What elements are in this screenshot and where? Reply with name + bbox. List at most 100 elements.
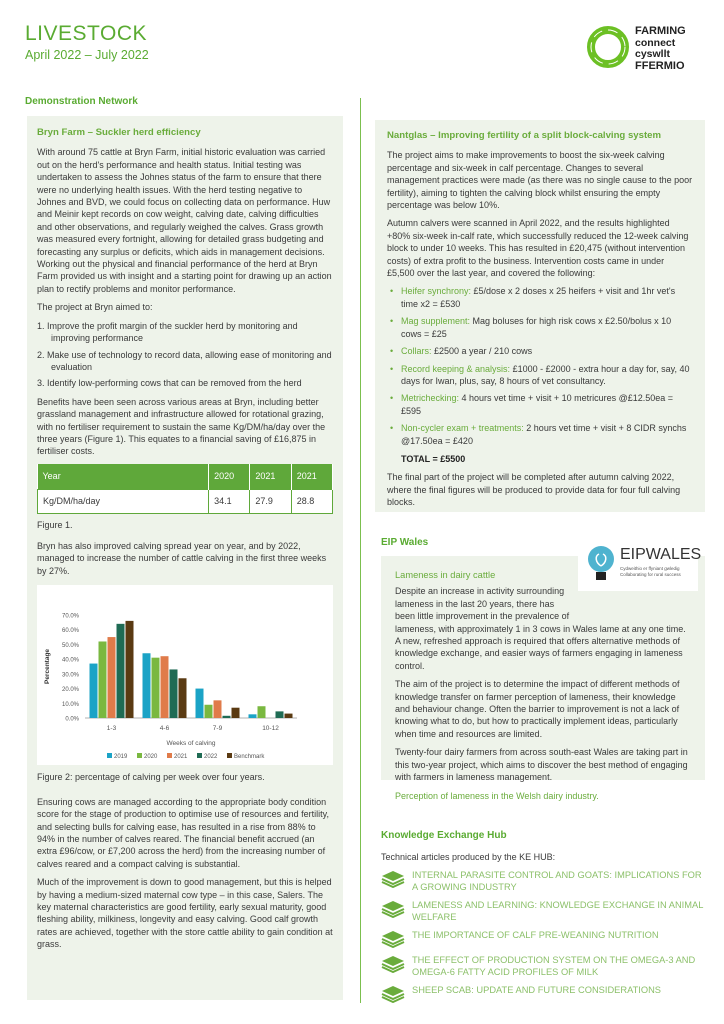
cost-value: Mag boluses for high risk cows x £2.50/b… <box>401 316 672 339</box>
y-tick-label: 60.0% <box>62 628 80 634</box>
cost-label: Mag supplement: <box>401 316 471 327</box>
ke-articles: Internal parasite control and goats: imp… <box>381 869 705 1009</box>
table-header: 2020 <box>208 463 251 490</box>
list-item: 2. Make use of technology to record data… <box>37 349 332 372</box>
table-cell: 27.9 <box>249 489 292 514</box>
cost-label: Metrichecking: <box>401 393 460 404</box>
cost-label: Heifer synchrony: <box>401 286 472 297</box>
cost-item: Non-cycler exam + treatments: 2 hours ve… <box>387 422 693 447</box>
section-heading: Knowledge Exchange Hub <box>381 830 507 841</box>
paragraph: Twenty-four dairy farmers from across so… <box>395 747 688 783</box>
figure-caption: Figure 2: percentage of calving per week… <box>37 772 265 783</box>
total: TOTAL = £5500 <box>401 453 466 464</box>
cost-value: £1000 - £2000 - extra hour a day for, sa… <box>401 363 690 386</box>
paragraph: Bryn has also improved calving spread ye… <box>37 541 327 576</box>
bar-2020-1-3 <box>98 641 107 719</box>
eip-panel: Lameness in dairy cattle Despite an incr… <box>381 556 705 801</box>
bar-2021-4-6 <box>160 656 169 719</box>
layers-icon <box>381 931 405 948</box>
logo-line: FARMING <box>635 25 686 37</box>
legend-swatch <box>197 753 202 759</box>
table-header: 2021 <box>249 463 292 490</box>
bar-2019-4-6 <box>142 653 151 719</box>
y-tick-label: 20.0% <box>62 687 80 693</box>
bar-2020-10-12 <box>257 706 266 719</box>
grass-table: Year 2020 2021 2021 Kg/DM/ha/day 34.1 27.9 28.… <box>36 463 334 514</box>
paragraph: Autumn calvers were scanned in April 202… <box>387 218 689 279</box>
y-axis-label: Percentage <box>44 649 51 684</box>
article-title: Lameness in dairy cattle <box>395 570 496 580</box>
y-tick-label: 0.0% <box>65 717 79 723</box>
ke-article-title: Internal parasite control and goats: imp… <box>412 870 702 892</box>
date-range: April 2022 – July 2022 <box>25 48 149 62</box>
ke-article-link[interactable]: Internal parasite control and goats: imp… <box>381 869 705 893</box>
paragraph: Benefits have been seen across various a… <box>37 396 326 457</box>
layers-icon <box>381 956 405 973</box>
bar-Benchmark-1-3 <box>125 621 134 719</box>
bar-2022-7-9 <box>222 716 231 719</box>
list-item: 3. Identify low-performing cows that can… <box>37 378 302 389</box>
logo-line: FFERMIO <box>635 59 685 72</box>
x-tick-label: 1-3 <box>107 725 117 732</box>
cost-item: Mag supplement: Mag boluses for high ris… <box>387 315 693 340</box>
farming-connect-logo: FARMING connect cyswllt FFERMIO <box>585 22 715 82</box>
tagline: Cydweithio er ffyniant gwledig <box>620 566 680 571</box>
table-cell: 28.8 <box>290 489 334 514</box>
column-divider <box>360 98 361 1003</box>
figure-caption: Figure 1. <box>37 519 73 530</box>
bar-Benchmark-4-6 <box>178 678 187 719</box>
paragraph: The project aims to make improvements to… <box>387 150 693 211</box>
table-header: Year <box>37 463 210 490</box>
ke-article-title: Lameness and learning: knowledge exchang… <box>412 900 704 922</box>
y-tick-label: 10.0% <box>62 702 80 708</box>
article-link[interactable]: Perception of lameness in the Welsh dair… <box>395 790 599 801</box>
aims-list: 1. Improve the profit margin of the suck… <box>37 320 333 390</box>
legend-swatch <box>227 753 232 759</box>
cost-list: Heifer synchrony: £5/dose x 2 doses x 25… <box>387 285 693 446</box>
legend-label: 2022 <box>204 754 218 760</box>
calving-chart: 0.0% 10.0% 20.0% 30.0% 40.0% 50.0% 60.0% 70.0% 1… <box>37 585 333 766</box>
ke-article-title: Sheep scab: update and future considerat… <box>412 985 661 995</box>
table-cell: 34.1 <box>208 489 251 514</box>
section-heading: Demonstration Network <box>25 96 138 107</box>
bryn-farm-panel: Bryn Farm – Suckler herd efficiency With… <box>27 116 343 1000</box>
ke-article-link[interactable]: Lameness and learning: knowledge exchang… <box>381 899 705 923</box>
bar-2019-1-3 <box>89 663 98 719</box>
article-title: Bryn Farm – Suckler herd efficiency <box>37 127 201 138</box>
legend-label: Benchmark <box>234 754 265 760</box>
paragraph: Ensuring cows are managed according to t… <box>37 796 329 869</box>
ring-logo-icon <box>587 26 629 68</box>
bar-2021-7-9 <box>213 700 222 719</box>
cost-value: £5/dose x 2 doses x 25 heifers + visit a… <box>401 286 676 309</box>
legend-label: 2021 <box>174 754 188 760</box>
ke-article-link[interactable]: Sheep scab: update and future considerat… <box>381 984 705 1003</box>
logo-line: cyswllt <box>635 48 671 60</box>
legend-label: 2019 <box>114 754 128 760</box>
page-title: LIVESTOCK <box>25 22 147 45</box>
tagline: Collaborating for rural success <box>620 572 681 577</box>
paragraph: The aim of the project is to determine t… <box>395 679 680 739</box>
cost-item: Record keeping & analysis: £1000 - £2000… <box>387 363 693 388</box>
cost-label: Non-cycler exam + treatments: <box>401 423 524 434</box>
bar-2020-7-9 <box>204 705 213 719</box>
ke-article-link[interactable]: The importance of calf pre-weaning nutri… <box>381 929 705 948</box>
ke-article-link[interactable]: The effect of production system on the o… <box>381 954 705 978</box>
layers-icon <box>381 871 405 888</box>
bar-2019-7-9 <box>195 688 204 719</box>
ke-article-title: The importance of calf pre-weaning nutri… <box>412 930 659 940</box>
ke-article-title: The effect of production system on the o… <box>412 955 696 977</box>
cost-item: Collars: £2500 a year / 210 cows <box>387 345 693 358</box>
legend-swatch <box>137 753 142 759</box>
paragraph: With around 75 cattle at Bryn Farm, init… <box>37 147 332 294</box>
bar-2022-1-3 <box>116 624 125 719</box>
eip-wales-logo: EIPWALES Cydweithio er ffyniant gwledig C… <box>578 537 701 591</box>
ke-intro: Technical articles produced by the KE HU… <box>381 852 556 862</box>
y-tick-label: 70.0% <box>62 614 80 620</box>
legend-label: 2020 <box>144 754 158 760</box>
y-tick-label: 30.0% <box>62 673 80 679</box>
paragraph: Much of the improvement is down to good … <box>37 877 333 950</box>
legend-swatch <box>167 753 172 759</box>
layers-icon <box>381 901 405 918</box>
x-tick-label: 4-6 <box>160 725 170 732</box>
bar-2019-10-12 <box>248 714 257 719</box>
